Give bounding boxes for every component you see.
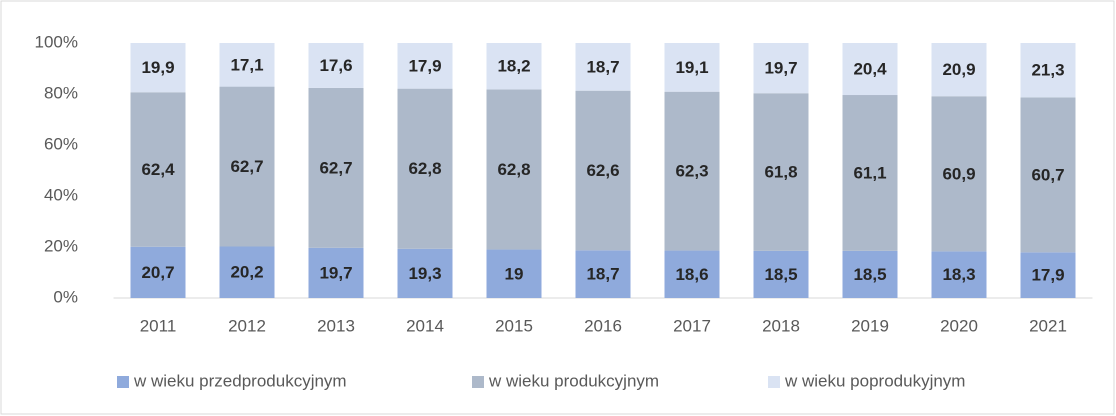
data-label: 20,7 [141, 263, 174, 282]
x-tick-label: 2012 [228, 316, 266, 335]
bar-segment [130, 92, 186, 247]
bar-segment [219, 86, 275, 247]
x-tick-label: 2019 [851, 316, 889, 335]
bar-segment [308, 247, 364, 298]
bar-segment [842, 250, 898, 298]
bar-segment [397, 248, 453, 298]
bar-segment [486, 89, 542, 250]
bar-segment [842, 95, 898, 251]
data-label: 60,9 [942, 164, 975, 183]
data-label: 17,6 [319, 56, 352, 75]
data-label: 62,7 [319, 158, 352, 177]
data-label: 19,7 [319, 263, 352, 282]
bar-segment [931, 96, 987, 252]
bar-segment [931, 43, 987, 97]
bar-segment [842, 43, 898, 96]
bar-segment [219, 246, 275, 298]
y-tick-label: 100% [35, 32, 78, 51]
data-label: 18,7 [586, 57, 619, 76]
bar-segment [486, 249, 542, 298]
bar-segment [219, 43, 275, 87]
legend-label: w wieku produkcyjnym [488, 371, 659, 390]
bar-segment [130, 246, 186, 298]
legend-swatch [472, 376, 484, 388]
x-tick-label: 2020 [940, 316, 978, 335]
data-label: 18,5 [853, 265, 886, 284]
y-tick-label: 20% [44, 236, 78, 255]
x-tick-label: 2017 [673, 316, 711, 335]
bar-segment [1020, 43, 1076, 98]
bar-segment [931, 251, 987, 298]
x-tick-label: 2014 [406, 316, 444, 335]
data-label: 62,8 [408, 159, 441, 178]
data-label: 18,6 [675, 265, 708, 284]
data-label: 18,2 [497, 57, 530, 76]
data-label: 19,1 [675, 58, 708, 77]
bar-segment [130, 43, 186, 93]
data-label: 19,9 [141, 58, 174, 77]
data-label: 20,9 [942, 60, 975, 79]
legend-label: w wieku poprodukyjnym [784, 371, 965, 390]
bar-segment [575, 43, 631, 91]
y-tick-label: 60% [44, 134, 78, 153]
bar-segment [664, 91, 720, 251]
bar-segment [753, 43, 809, 94]
data-label: 17,9 [1031, 266, 1064, 285]
data-label: 62,7 [230, 157, 263, 176]
bar-segment [397, 88, 453, 249]
data-label: 18,3 [942, 265, 975, 284]
y-tick-label: 80% [44, 83, 78, 102]
data-label: 17,9 [408, 56, 441, 75]
bar-segment [308, 87, 364, 248]
legend-swatch [768, 376, 780, 388]
bar-segment [664, 250, 720, 298]
data-label: 60,7 [1031, 165, 1064, 184]
x-tick-label: 2016 [584, 316, 622, 335]
bar-segment [664, 43, 720, 92]
data-label: 18,7 [586, 265, 619, 284]
bar-segment [308, 43, 364, 88]
data-label: 62,3 [675, 162, 708, 181]
data-label: 19,7 [764, 59, 797, 78]
data-label: 62,4 [141, 160, 175, 179]
data-label: 61,8 [764, 163, 797, 182]
y-tick-label: 40% [44, 185, 78, 204]
data-label: 17,1 [230, 55, 263, 74]
data-label: 61,1 [853, 163, 886, 182]
bar-segment [575, 250, 631, 298]
x-tick-label: 2018 [762, 316, 800, 335]
bar-segment [575, 90, 631, 251]
y-tick-label: 0% [53, 287, 78, 306]
data-label: 18,5 [764, 265, 797, 284]
legend-swatch [117, 376, 129, 388]
bar-segment [753, 93, 809, 251]
bar-segment [753, 250, 809, 298]
data-label: 62,8 [497, 160, 530, 179]
data-label: 21,3 [1031, 61, 1064, 80]
x-tick-label: 2011 [140, 316, 177, 335]
data-label: 19,3 [408, 264, 441, 283]
legend-label: w wieku przedprodukcyjnym [133, 371, 347, 390]
bar-segment [1020, 97, 1076, 253]
data-label: 62,6 [586, 161, 619, 180]
x-tick-label: 2015 [495, 316, 533, 335]
data-label: 20,2 [230, 263, 263, 282]
x-tick-label: 2021 [1029, 316, 1067, 335]
data-label: 20,4 [853, 59, 887, 78]
x-tick-label: 2013 [317, 316, 355, 335]
bar-segment [397, 43, 453, 89]
bar-segment [1020, 252, 1076, 298]
data-label: 19 [505, 264, 524, 283]
bar-segment [486, 43, 542, 90]
